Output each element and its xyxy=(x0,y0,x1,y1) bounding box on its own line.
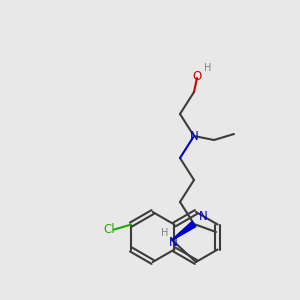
Text: H: H xyxy=(204,63,212,73)
Text: N: N xyxy=(199,211,207,224)
Text: N: N xyxy=(169,236,177,248)
Text: H: H xyxy=(161,228,169,238)
Text: O: O xyxy=(192,70,202,83)
Text: Cl: Cl xyxy=(103,223,115,236)
Polygon shape xyxy=(172,221,196,240)
Text: N: N xyxy=(190,130,198,142)
